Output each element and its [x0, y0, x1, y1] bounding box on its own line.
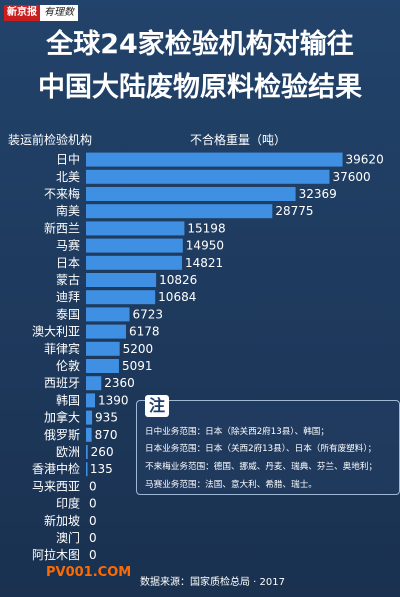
value-label: 0: [89, 497, 97, 511]
bar: [86, 152, 343, 167]
category-label: 菲律宾: [44, 341, 80, 356]
category-label: 迪拜: [56, 290, 80, 304]
value-label: 32369: [299, 187, 337, 201]
category-label: 澳门: [56, 530, 80, 545]
value-label: 0: [89, 531, 97, 545]
newspaper-logo: 新京报 有理数: [4, 4, 78, 21]
category-label: 马来西亚: [32, 479, 80, 493]
note-line-2: 日本业务范围：日本（关西2府13县）、日本（所有废塑料）；: [145, 444, 377, 454]
category-label: 澳大利亚: [32, 325, 80, 339]
value-label: 870: [95, 428, 118, 442]
category-label: 马赛: [56, 238, 80, 253]
y-axis-label: 装运前检验机构: [8, 133, 93, 147]
x-axis-label: 不合格重量（吨）: [190, 133, 287, 147]
bar: [86, 273, 157, 287]
value-label: 10826: [159, 273, 197, 287]
value-label: 5200: [123, 342, 154, 356]
bar: [86, 410, 93, 425]
bar: [86, 255, 182, 270]
logo-white: 有理数: [40, 4, 78, 21]
bar: [86, 462, 88, 477]
category-label: 印度: [56, 496, 80, 511]
category-label: 新加坡: [44, 513, 80, 528]
category-label: 俄罗斯: [44, 428, 80, 442]
value-label: 14950: [186, 239, 224, 253]
value-label: 15198: [187, 221, 225, 235]
bar: [86, 393, 96, 408]
category-label: 欧洲: [56, 445, 80, 459]
value-label: 2360: [104, 376, 135, 390]
bar: [86, 324, 127, 339]
category-label: 加拿大: [44, 410, 80, 425]
bar: [86, 204, 273, 219]
bar: [86, 359, 119, 373]
bar: [86, 445, 88, 459]
category-label: 蒙古: [56, 272, 80, 287]
note-badge: 注: [145, 395, 169, 417]
category-label: 新西兰: [44, 220, 80, 235]
bar: [86, 376, 102, 391]
value-label: 0: [89, 548, 97, 562]
bar: [86, 221, 185, 236]
bar: [86, 341, 120, 356]
bar: [86, 187, 296, 201]
note-line-4: 马赛业务范围：法国、意大利、希腊、瑞士。: [145, 480, 317, 490]
value-label: 6723: [133, 307, 164, 321]
category-label: 日本: [56, 256, 80, 270]
category-label: 泰国: [56, 307, 80, 321]
title-line-1: 全球24家检验机构对输往: [46, 29, 354, 60]
note-line-3: 不来梅业务范围：德国、挪威、丹麦、瑞典、芬兰、奥地利；: [145, 462, 378, 472]
category-label: 日中: [56, 152, 80, 167]
category-label: 不来梅: [44, 186, 80, 201]
value-label: 6178: [129, 325, 160, 339]
value-label: 28775: [275, 204, 313, 218]
category-label: 伦敦: [56, 358, 80, 373]
category-label: 南美: [56, 203, 80, 218]
value-label: 1390: [98, 393, 129, 407]
category-label: 西班牙: [44, 376, 80, 390]
value-label: 935: [95, 411, 118, 425]
value-label: 0: [89, 479, 97, 493]
category-label: 北美: [56, 170, 80, 184]
value-label: 39620: [346, 153, 384, 167]
value-label: 10684: [158, 290, 196, 304]
category-label: 香港中检: [32, 461, 80, 476]
bar: [86, 427, 92, 442]
value-label: 260: [91, 445, 114, 459]
category-label: 阿拉木图: [32, 547, 80, 562]
watermark: PV001.COM: [46, 565, 132, 580]
value-label: 0: [89, 514, 97, 528]
value-label: 135: [90, 462, 113, 476]
value-label: 37600: [332, 170, 370, 184]
note-box: 注 日中业务范围：日本（除关西2府13县）、韩国； 日本业务范围：日本（关西2府…: [136, 395, 400, 495]
value-label: 14821: [185, 256, 223, 270]
bar: [86, 169, 330, 184]
category-label: 韩国: [56, 392, 80, 407]
data-source: 数据来源：国家质检总局 · 2017: [140, 577, 285, 588]
bar: [86, 290, 156, 305]
note-line-1: 日中业务范围：日本（除关西2府13县）、韩国；: [145, 427, 329, 437]
bar: [86, 307, 130, 322]
logo-red: 新京报: [4, 4, 40, 21]
bar: [86, 238, 183, 253]
value-label: 5091: [122, 359, 153, 373]
title-line-2: 中国大陆废物原料检验结果: [38, 72, 362, 103]
